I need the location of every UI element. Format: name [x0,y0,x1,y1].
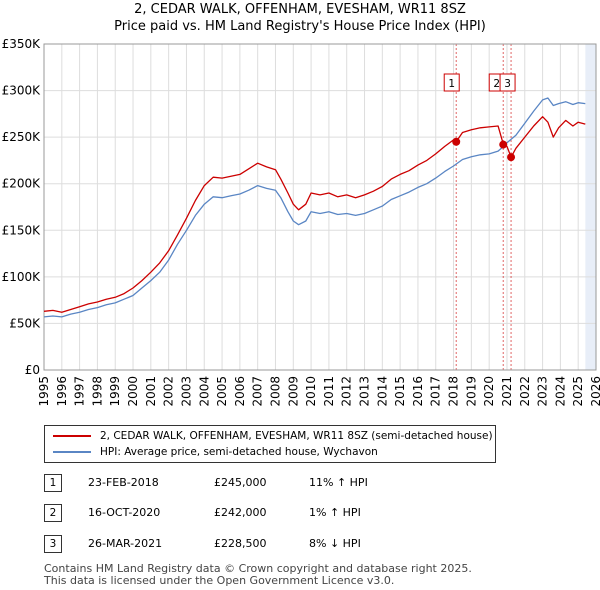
footer-copyright: Contains HM Land Registry data © Crown c… [44,562,472,575]
legend-label-hpi: HPI: Average price, semi-detached house,… [100,446,378,458]
sale-label: 2 [493,78,500,90]
plot-border [43,43,597,371]
y-tick-label: £100K [2,270,42,284]
series-line-hpi [43,97,586,318]
x-tick-label: 2008 [268,376,282,407]
x-tick-label: 2009 [286,376,300,407]
sale-hpi-diff: 8% ↓ HPI [309,537,361,550]
sale-point [452,137,461,146]
x-tick-label: 2015 [393,376,407,407]
sale-price: £245,000 [214,476,267,489]
legend-swatch-property [53,435,91,437]
sale-label: 1 [448,78,455,90]
chart-subtitle: Price paid vs. HM Land Registry's House … [114,19,486,34]
x-tick-label: 1995 [37,376,51,407]
x-tick-label: 2006 [233,376,247,407]
legend-item-property: 2, CEDAR WALK, OFFENHAM, EVESHAM, WR11 8… [53,428,493,444]
x-tick-label: 2012 [340,376,354,407]
x-tick-label: 2005 [215,376,229,407]
x-tick-label: 2017 [429,376,443,407]
x-tick-label: 2026 [589,376,600,407]
sale-label-box [443,73,460,92]
y-tick-label: £0 [25,363,40,377]
sale-label-box [499,73,516,92]
x-tick-label: 2001 [144,376,158,407]
x-tick-label: 2020 [482,376,496,407]
sale-hpi-diff: 1% ↑ HPI [309,506,361,519]
sale-date: 23-FEB-2018 [88,476,159,489]
x-tick-label: 2003 [179,376,193,407]
x-tick-label: 2023 [536,376,550,407]
x-tick-label: 2010 [304,376,318,407]
x-tick-label: 2004 [197,376,211,407]
sale-hpi-diff: 11% ↑ HPI [309,476,368,489]
x-tick-label: 1998 [90,376,104,407]
table-row: 3 26-MAR-2021 £228,500 8% ↓ HPI [44,535,464,555]
legend-swatch-hpi [53,451,91,453]
y-tick-label: £50K [9,316,41,330]
table-row: 1 23-FEB-2018 £245,000 11% ↑ HPI [44,474,464,494]
x-tick-label: 2019 [464,376,478,407]
x-tick-label: 2021 [500,376,514,407]
x-tick-label: 2025 [571,376,585,407]
sale-point [507,153,516,162]
sale-badge: 2 [44,504,62,522]
x-tick-label: 2011 [322,376,336,407]
y-tick-label: £200K [2,177,42,191]
sale-badge: 1 [44,474,62,492]
table-row: 2 16-OCT-2020 £242,000 1% ↑ HPI [44,504,464,524]
footer-licence: This data is licensed under the Open Gov… [44,574,395,587]
plot-area [44,44,596,370]
x-tick-label: 1997 [73,376,87,407]
x-tick-label: 2007 [251,376,265,407]
x-tick-label: 1996 [55,376,69,407]
sale-date: 26-MAR-2021 [88,537,163,550]
sale-price: £242,000 [214,506,267,519]
x-tick-label: 2013 [358,376,372,407]
y-tick-label: £350K [2,37,42,51]
y-tick-label: £300K [2,84,42,98]
sale-price: £228,500 [214,537,267,550]
legend-label-property: 2, CEDAR WALK, OFFENHAM, EVESHAM, WR11 8… [100,430,493,442]
x-tick-label: 1999 [108,376,122,407]
x-tick-label: 2014 [375,376,389,407]
x-tick-label: 2000 [126,376,140,407]
legend-item-hpi: HPI: Average price, semi-detached house,… [53,444,378,460]
price-chart: £0 £50K £100K £150K £200K £250K £300K £350K 1995… [2,37,600,407]
forecast-shade [585,44,596,370]
sale-point [499,140,508,149]
y-tick-label: £250K [2,130,42,144]
x-tick-label: 2018 [447,376,461,407]
sale-date: 16-OCT-2020 [88,506,161,519]
chart-legend: 2, CEDAR WALK, OFFENHAM, EVESHAM, WR11 8… [44,425,496,463]
x-tick-label: 2024 [553,376,567,407]
sale-badge: 3 [44,535,62,553]
chart-title: 2, CEDAR WALK, OFFENHAM, EVESHAM, WR11 8… [134,2,466,17]
x-tick-label: 2016 [411,376,425,407]
x-tick-label: 2022 [518,376,532,407]
x-tick-label: 2002 [162,376,176,407]
sale-label: 3 [504,78,511,90]
y-tick-label: £150K [2,223,42,237]
